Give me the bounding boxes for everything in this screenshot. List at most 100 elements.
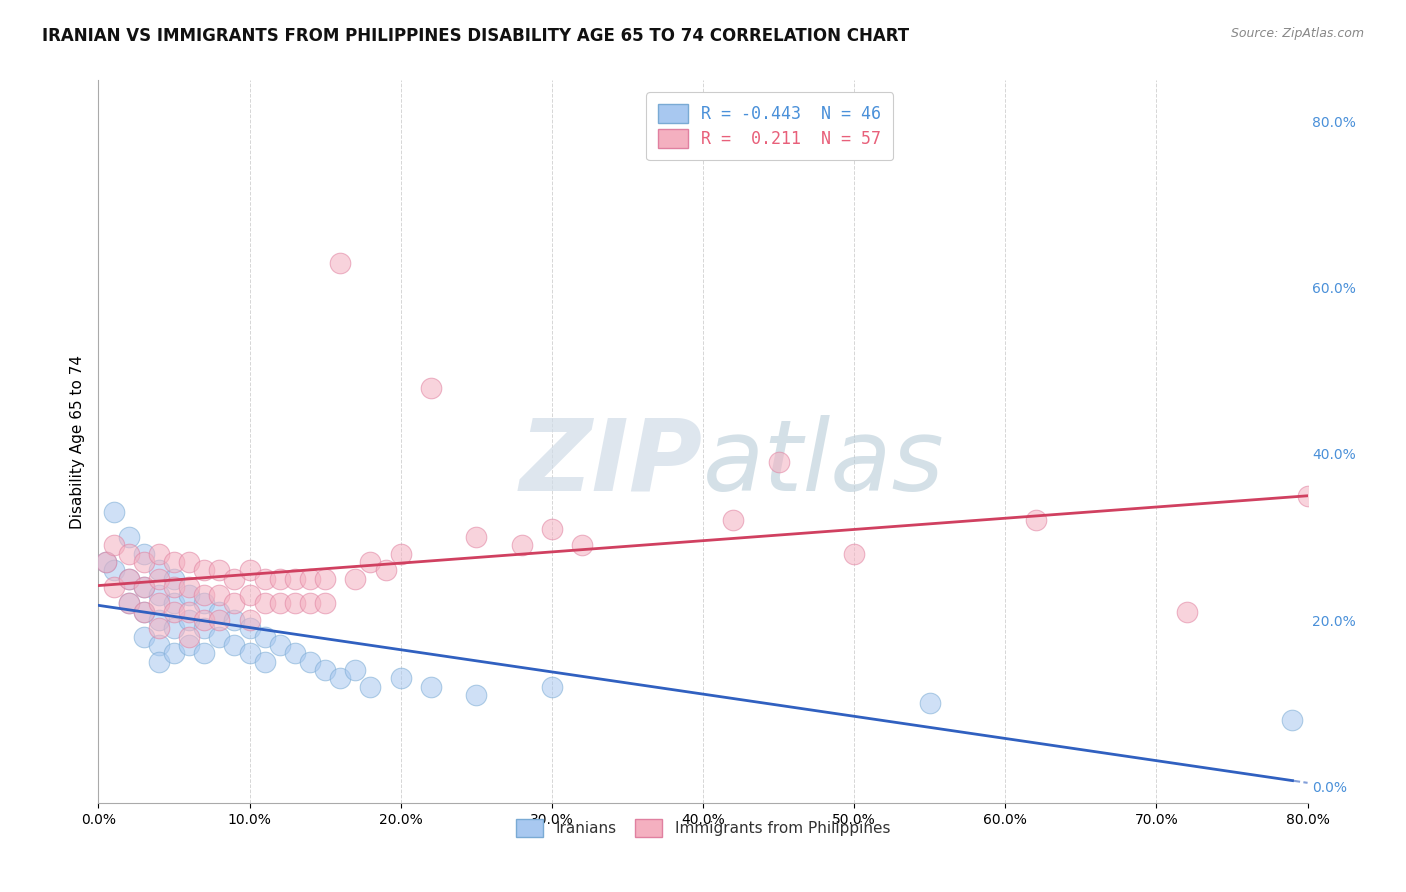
Point [239, 588, 262, 602]
Point [224, 597, 246, 611]
Point [239, 646, 262, 660]
Point [571, 538, 593, 552]
Point [132, 605, 155, 619]
Point [360, 680, 382, 694]
Y-axis label: Disability Age 65 to 74: Disability Age 65 to 74 [69, 354, 84, 529]
Point [918, 696, 941, 710]
Point [179, 555, 201, 569]
Point [723, 513, 745, 527]
Point [179, 588, 201, 602]
Point [299, 572, 322, 586]
Point [193, 646, 215, 660]
Point [103, 538, 125, 552]
Point [94, 555, 117, 569]
Point [465, 688, 488, 702]
Point [148, 563, 170, 577]
Point [253, 572, 276, 586]
Point [284, 646, 307, 660]
Point [132, 580, 155, 594]
Point [1281, 713, 1303, 727]
Text: Source: ZipAtlas.com: Source: ZipAtlas.com [1230, 27, 1364, 40]
Point [132, 630, 155, 644]
Text: atlas: atlas [703, 415, 945, 512]
Point [329, 256, 352, 270]
Point [179, 580, 201, 594]
Point [193, 588, 215, 602]
Point [253, 655, 276, 669]
Point [193, 613, 215, 627]
Point [148, 621, 170, 635]
Point [163, 572, 186, 586]
Point [239, 621, 262, 635]
Point [118, 597, 141, 611]
Point [329, 671, 352, 685]
Point [239, 613, 262, 627]
Point [148, 588, 170, 602]
Point [299, 655, 322, 669]
Text: IRANIAN VS IMMIGRANTS FROM PHILIPPINES DISABILITY AGE 65 TO 74 CORRELATION CHART: IRANIAN VS IMMIGRANTS FROM PHILIPPINES D… [42, 27, 910, 45]
Point [179, 638, 201, 652]
Point [239, 563, 262, 577]
Point [103, 580, 125, 594]
Point [193, 563, 215, 577]
Point [179, 630, 201, 644]
Point [224, 572, 246, 586]
Point [540, 680, 562, 694]
Point [420, 380, 443, 394]
Legend: Iranians, Immigrants from Philippines: Iranians, Immigrants from Philippines [506, 810, 900, 846]
Point [284, 572, 307, 586]
Point [420, 680, 443, 694]
Point [103, 563, 125, 577]
Point [768, 455, 790, 469]
Point [148, 655, 170, 669]
Point [132, 555, 155, 569]
Point [132, 580, 155, 594]
Point [1024, 513, 1046, 527]
Point [374, 563, 396, 577]
Point [163, 605, 186, 619]
Point [118, 572, 141, 586]
Point [118, 572, 141, 586]
Point [314, 663, 336, 677]
Point [844, 547, 866, 561]
Point [163, 646, 186, 660]
Point [118, 530, 141, 544]
Point [208, 630, 231, 644]
Point [163, 597, 186, 611]
Point [269, 572, 291, 586]
Point [465, 530, 488, 544]
Point [224, 613, 246, 627]
Point [148, 638, 170, 652]
Point [193, 621, 215, 635]
Point [94, 555, 117, 569]
Point [510, 538, 533, 552]
Point [179, 613, 201, 627]
Point [148, 613, 170, 627]
Point [179, 605, 201, 619]
Point [253, 630, 276, 644]
Point [360, 555, 382, 569]
Point [118, 597, 141, 611]
Point [163, 555, 186, 569]
Point [1175, 605, 1198, 619]
Point [193, 597, 215, 611]
Point [148, 597, 170, 611]
Point [314, 597, 336, 611]
Point [314, 572, 336, 586]
Point [148, 547, 170, 561]
Point [344, 572, 367, 586]
Point [299, 597, 322, 611]
Point [208, 563, 231, 577]
Point [148, 572, 170, 586]
Point [269, 638, 291, 652]
Point [540, 522, 562, 536]
Point [269, 597, 291, 611]
Point [163, 621, 186, 635]
Point [163, 580, 186, 594]
Point [224, 638, 246, 652]
Point [1296, 489, 1319, 503]
Point [132, 605, 155, 619]
Point [208, 613, 231, 627]
Point [208, 588, 231, 602]
Point [253, 597, 276, 611]
